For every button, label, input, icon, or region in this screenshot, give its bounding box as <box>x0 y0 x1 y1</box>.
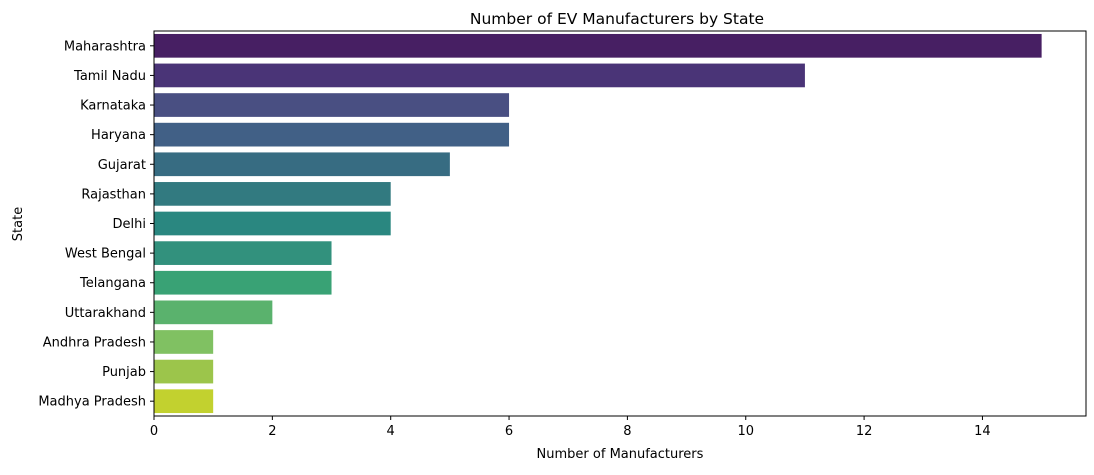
y-tick-label: West Bengal <box>65 247 146 262</box>
bar-madhya-pradesh <box>154 389 214 414</box>
y-tick-label: Karnataka <box>80 99 146 114</box>
bar-punjab <box>154 359 214 384</box>
x-tick-label: 12 <box>856 424 873 439</box>
bar-uttarakhand <box>154 300 273 325</box>
bar-telangana <box>154 270 332 295</box>
x-tick-label: 0 <box>150 424 158 439</box>
x-tick-label: 4 <box>387 424 395 439</box>
bar-delhi <box>154 211 391 236</box>
y-tick-label: Telangana <box>79 276 146 291</box>
y-tick-label: Andhra Pradesh <box>43 335 146 350</box>
x-tick-label: 8 <box>623 424 631 439</box>
y-axis-label: State <box>11 207 26 241</box>
bar-west-bengal <box>154 241 332 265</box>
bars-group <box>154 33 1042 414</box>
x-axis-label: Number of Manufacturers <box>537 447 704 462</box>
bar-andhra-pradesh <box>154 330 214 354</box>
bar-maharashtra <box>154 33 1042 58</box>
plot-frame <box>153 30 1087 417</box>
y-tick-label: Maharashtra <box>64 39 146 54</box>
y-tick-label: Tamil Nadu <box>73 69 146 84</box>
x-tick-label: 10 <box>737 424 754 439</box>
y-tick-label: Punjab <box>102 365 146 380</box>
x-tick-label: 2 <box>268 424 276 439</box>
bar-karnataka <box>154 93 510 117</box>
y-tick-label: Haryana <box>91 128 146 143</box>
y-tick-label: Gujarat <box>98 158 146 173</box>
x-axis-ticks: 0 2 4 6 8 10 12 14 <box>150 416 991 439</box>
bar-tamil-nadu <box>154 63 805 88</box>
x-tick-label: 6 <box>505 424 513 439</box>
y-axis-ticks: Maharashtra Tamil Nadu Karnataka Haryana Guj… <box>38 39 154 410</box>
bar-haryana <box>154 122 510 147</box>
x-tick-label: 14 <box>974 424 991 439</box>
y-tick-label: Uttarakhand <box>65 306 146 321</box>
y-tick-label: Madhya Pradesh <box>38 395 146 410</box>
y-tick-label: Delhi <box>113 217 146 232</box>
bar-gujarat <box>154 152 450 177</box>
chart-title: Number of EV Manufacturers by State <box>470 10 764 28</box>
bar-rajasthan <box>154 182 391 206</box>
y-tick-label: Rajasthan <box>81 187 146 202</box>
